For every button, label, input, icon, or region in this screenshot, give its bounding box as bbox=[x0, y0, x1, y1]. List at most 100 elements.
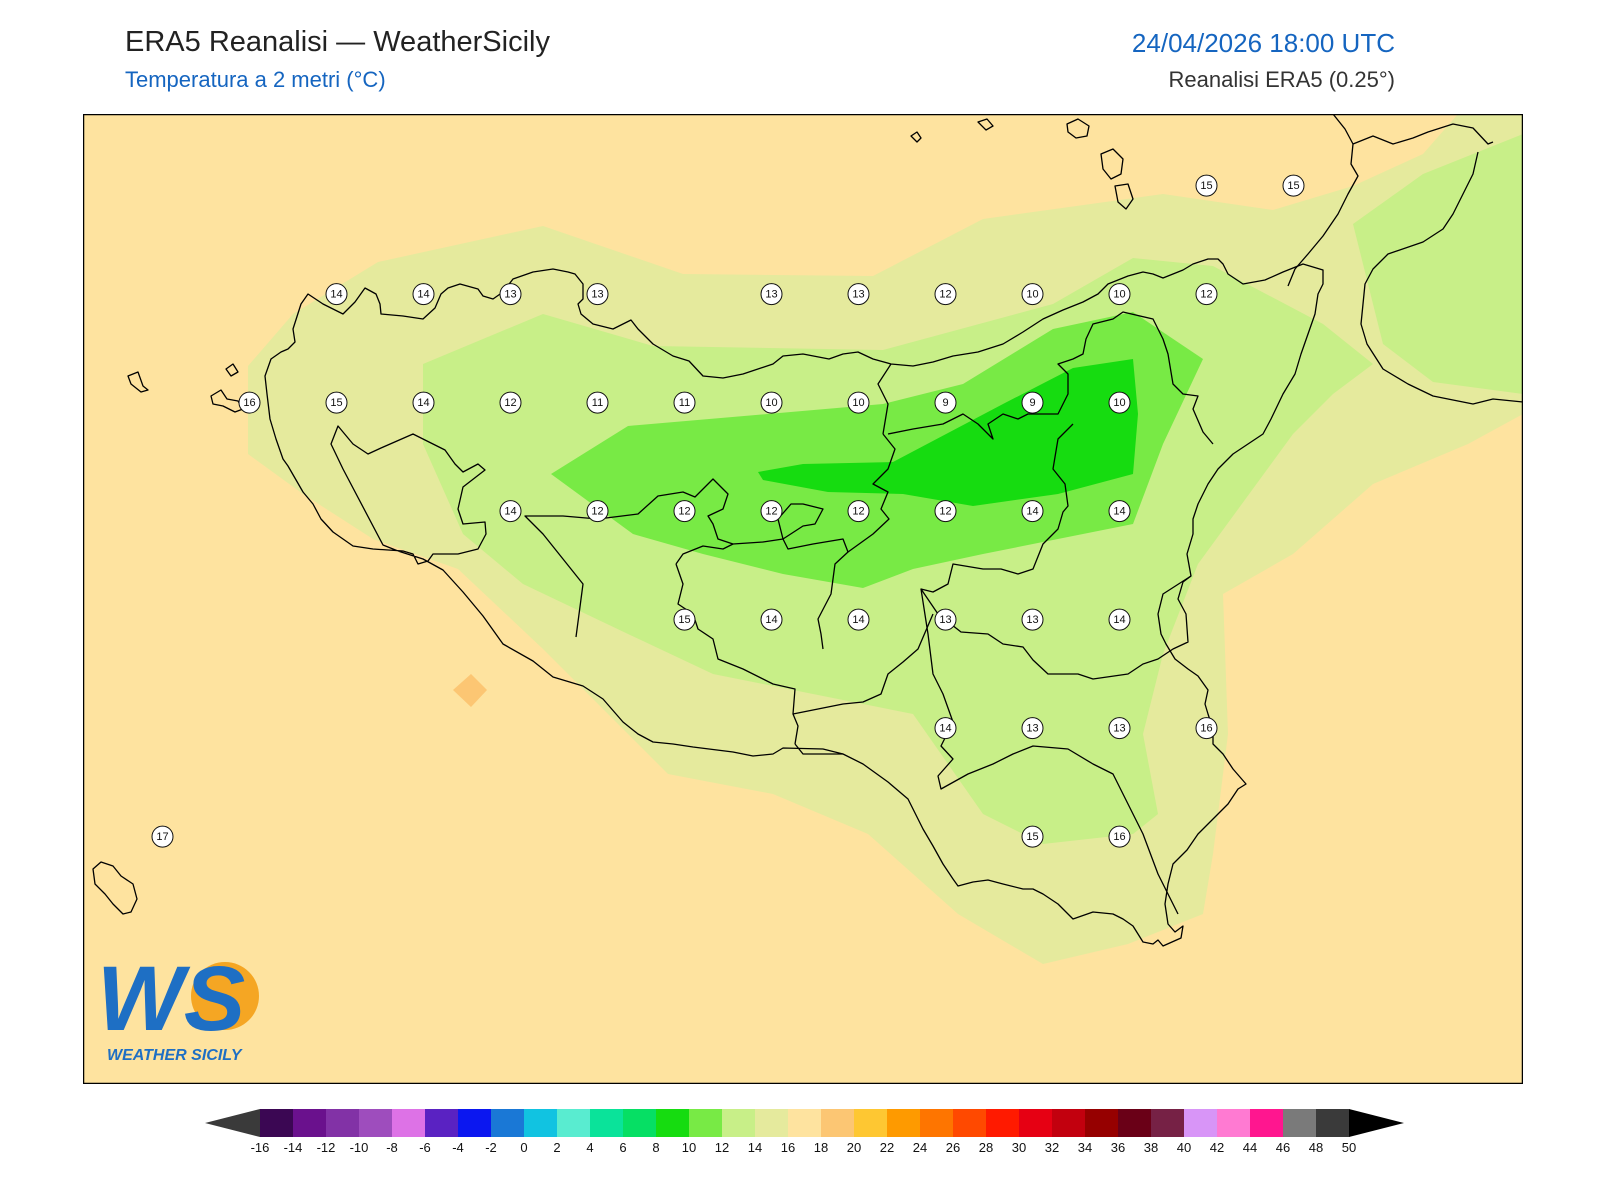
station-value-label: 13 bbox=[591, 289, 603, 301]
colorbar-tick-label: 44 bbox=[1243, 1140, 1257, 1155]
station-marker bbox=[1108, 500, 1131, 523]
island-alicudi-filicudi bbox=[977, 118, 994, 131]
colorbar-swatch bbox=[491, 1109, 525, 1137]
station-value: 13 bbox=[847, 283, 870, 306]
colorbar-tick-label: 12 bbox=[715, 1140, 729, 1155]
station-value: 14 bbox=[760, 608, 783, 631]
station-value: 13 bbox=[760, 283, 783, 306]
colorbar-swatch bbox=[887, 1109, 921, 1137]
station-value: 9 bbox=[1021, 391, 1044, 414]
colorbar-tick-label: 38 bbox=[1144, 1140, 1158, 1155]
station-marker bbox=[1021, 283, 1044, 306]
station-marker bbox=[934, 500, 957, 523]
colorbar-swatch bbox=[326, 1109, 360, 1137]
colorbar-swatch bbox=[293, 1109, 327, 1137]
station-value-label: 13 bbox=[1113, 723, 1125, 735]
colorbar-tick-label: 0 bbox=[520, 1140, 527, 1155]
colorbar-swatch bbox=[590, 1109, 624, 1137]
colorbar-tick-label: 16 bbox=[781, 1140, 795, 1155]
colorbar-swatch bbox=[1118, 1109, 1152, 1137]
temperature-map: 14 14 13 13 13 13 12 10 10 12 15 15 16 15 14 12 11 11 10 10… bbox=[83, 114, 1523, 1084]
station-marker bbox=[847, 608, 870, 631]
station-marker bbox=[760, 500, 783, 523]
station-marker bbox=[934, 717, 957, 740]
station-value: 17 bbox=[151, 825, 174, 848]
station-value: 14 bbox=[412, 283, 435, 306]
station-value: 15 bbox=[1195, 174, 1218, 197]
station-marker bbox=[673, 391, 696, 414]
station-marker bbox=[934, 283, 957, 306]
colorbar-swatch bbox=[392, 1109, 426, 1137]
colorbar-tick-label: 34 bbox=[1078, 1140, 1092, 1155]
colorbar-tick-label: 42 bbox=[1210, 1140, 1224, 1155]
station-value: 14 bbox=[499, 500, 522, 523]
station-value: 9 bbox=[934, 391, 957, 414]
colorbar-tick-label: 40 bbox=[1177, 1140, 1191, 1155]
station-value: 12 bbox=[934, 500, 957, 523]
colorbar-tick-label: 46 bbox=[1276, 1140, 1290, 1155]
station-marker bbox=[325, 283, 348, 306]
station-value-label: 16 bbox=[1113, 831, 1125, 843]
station-marker bbox=[499, 391, 522, 414]
valid-datetime: 24/04/2026 18:00 UTC bbox=[1131, 28, 1395, 58]
station-marker bbox=[673, 608, 696, 631]
station-value-label: 10 bbox=[765, 397, 777, 409]
station-marker bbox=[412, 283, 435, 306]
colorbar-tick-label: 22 bbox=[880, 1140, 894, 1155]
province-border-palermo-agrigento bbox=[524, 478, 849, 650]
station-value-label: 13 bbox=[1026, 723, 1038, 735]
island-levanzo bbox=[225, 363, 239, 377]
colorbar-tick-label: 10 bbox=[682, 1140, 696, 1155]
station-marker bbox=[760, 283, 783, 306]
station-marker bbox=[847, 391, 870, 414]
station-value-label: 13 bbox=[1026, 614, 1038, 626]
station-marker bbox=[1021, 391, 1044, 414]
station-marker bbox=[1195, 283, 1218, 306]
colorbar-swatch bbox=[1217, 1109, 1251, 1137]
station-value-label: 12 bbox=[504, 397, 516, 409]
station-value: 11 bbox=[586, 391, 609, 414]
colorbar-swatch bbox=[755, 1109, 789, 1137]
station-value: 10 bbox=[1021, 283, 1044, 306]
station-value: 13 bbox=[934, 608, 957, 631]
colorbar-swatch bbox=[986, 1109, 1020, 1137]
station-value: 11 bbox=[673, 391, 696, 414]
station-value: 15 bbox=[1282, 174, 1305, 197]
colorbar-swatch bbox=[1151, 1109, 1185, 1137]
colorbar-swatch bbox=[689, 1109, 723, 1137]
station-value-label: 10 bbox=[1113, 397, 1125, 409]
colorbar-swatch bbox=[524, 1109, 558, 1137]
province-border-enna bbox=[847, 433, 896, 553]
station-value-label: 14 bbox=[852, 614, 864, 626]
station-value-label: 14 bbox=[417, 289, 429, 301]
station-value-label: 12 bbox=[852, 506, 864, 518]
station-marker bbox=[325, 391, 348, 414]
station-value-label: 10 bbox=[852, 397, 864, 409]
province-border-caltanissetta-south bbox=[792, 613, 934, 755]
station-marker bbox=[1021, 717, 1044, 740]
colorbar-tick-label: -8 bbox=[386, 1140, 398, 1155]
station-value: 10 bbox=[1108, 391, 1131, 414]
station-value: 16 bbox=[1195, 717, 1218, 740]
colorbar-tick-label: 36 bbox=[1111, 1140, 1125, 1155]
station-marker bbox=[586, 391, 609, 414]
colorbar-tick-label: -10 bbox=[350, 1140, 369, 1155]
colorbar-swatch bbox=[557, 1109, 591, 1137]
station-marker bbox=[847, 283, 870, 306]
warm-spot bbox=[453, 674, 487, 707]
colorbar-tick-label: 48 bbox=[1309, 1140, 1323, 1155]
station-value-label: 13 bbox=[852, 289, 864, 301]
station-value: 13 bbox=[1021, 717, 1044, 740]
station-value: 13 bbox=[499, 283, 522, 306]
colorbar-swatch bbox=[359, 1109, 393, 1137]
station-value-label: 11 bbox=[592, 397, 603, 409]
colorbar-tick-label: 32 bbox=[1045, 1140, 1059, 1155]
station-value: 14 bbox=[412, 391, 435, 414]
station-value-label: 12 bbox=[939, 506, 951, 518]
station-value-label: 12 bbox=[765, 506, 777, 518]
station-value: 15 bbox=[325, 391, 348, 414]
station-value-label: 15 bbox=[1200, 180, 1212, 192]
station-value-label: 13 bbox=[765, 289, 777, 301]
station-marker bbox=[760, 608, 783, 631]
station-value-label: 12 bbox=[1200, 289, 1212, 301]
